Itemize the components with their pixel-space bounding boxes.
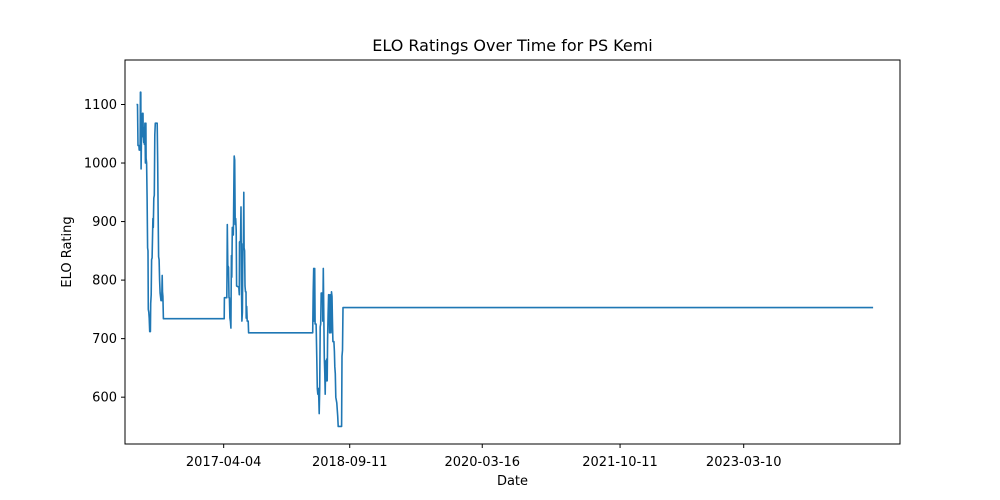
y-tick-label: 1000 [84,157,117,172]
y-tick-label: 1100 [84,98,117,113]
x-axis-ticks: 2017-04-04 2018-09-11 2020-03-16 2021-10-11… [186,444,782,470]
y-axis-label: ELO Rating [60,216,75,287]
y-tick-label: 900 [92,215,117,230]
chart-title: ELO Ratings Over Time for PS Kemi [372,36,653,55]
plot-area [125,60,900,444]
x-tick-label: 2017-04-04 [186,455,262,470]
x-tick-label: 2021-10-11 [582,455,658,470]
x-axis-label: Date [497,474,528,489]
y-tick-label: 800 [92,274,117,289]
y-tick-label: 700 [92,332,117,347]
elo-rating-line [136,91,874,428]
y-axis-ticks: 600 700 800 900 1000 1100 [84,98,125,406]
x-tick-label: 2020-03-16 [444,455,520,470]
y-tick-label: 600 [92,391,117,406]
plot-frame [124,59,901,445]
x-tick-label: 2018-09-11 [312,455,388,470]
x-tick-label: 2023-03-10 [706,455,782,470]
